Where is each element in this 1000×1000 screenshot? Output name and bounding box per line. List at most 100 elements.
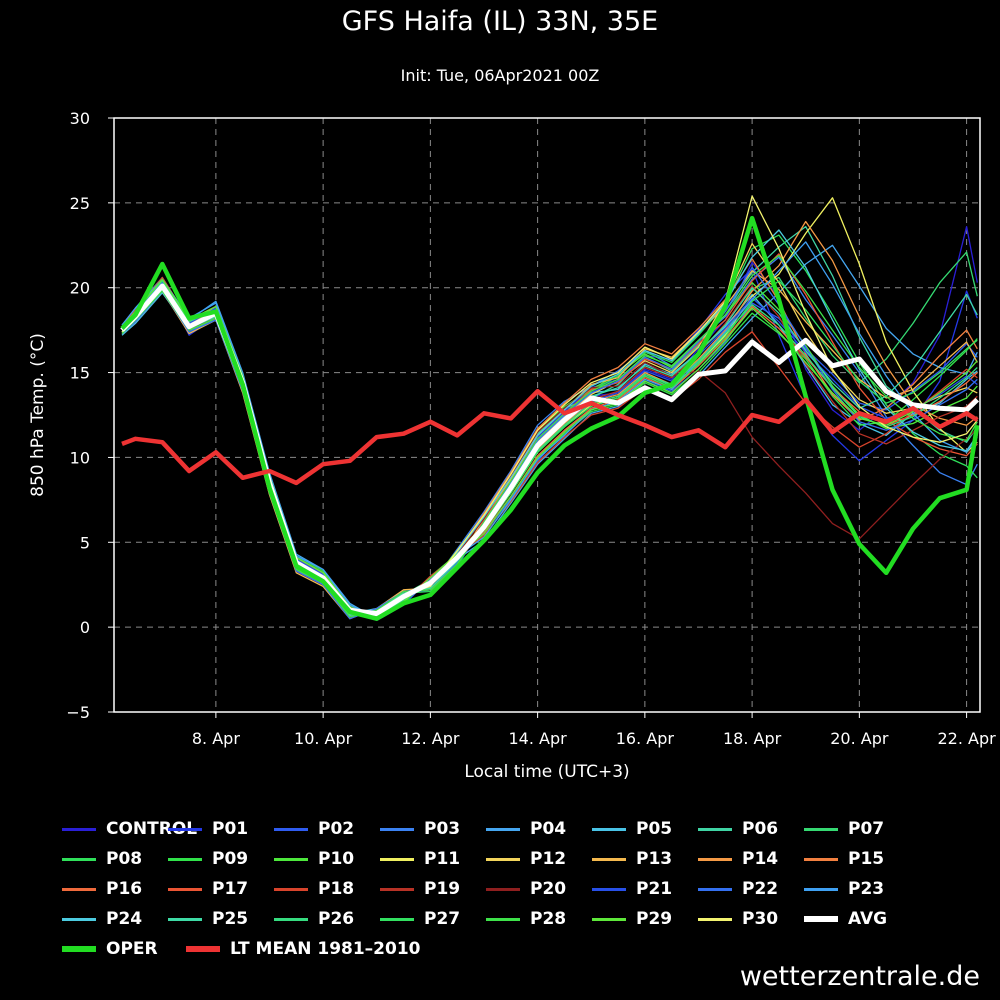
legend-label: P11 [424,849,461,869]
legend-item: P12 [486,847,566,871]
legend-label: LT MEAN 1981–2010 [230,939,421,959]
legend-label: P28 [530,909,567,929]
legend-item: P17 [168,877,248,901]
credit-text: wetterzentrale.de [739,961,980,992]
y-tick-label: 15 [70,364,90,383]
legend-label: CONTROL [106,819,198,839]
legend-item: P23 [804,877,884,901]
x-tick-label: 10. Apr [294,729,353,748]
y-tick-label: 30 [70,109,90,128]
y-tick-label: 10 [70,448,90,467]
legend-label: P05 [636,819,673,839]
legend-swatch [804,827,838,831]
x-axis-label: Local time (UTC+3) [464,762,629,782]
legend-swatch [380,887,414,891]
y-tick-label: −5 [66,703,90,722]
y-tick-label: 25 [70,194,90,213]
y-tick-label: 20 [70,279,90,298]
legend-swatch [804,887,838,891]
legend-swatch [380,827,414,831]
x-tick-label: 14. Apr [509,729,568,748]
legend-label: P23 [848,879,885,899]
legend-swatch [486,827,520,831]
x-tick-label: 18. Apr [723,729,782,748]
legend-label: P07 [848,819,885,839]
legend-swatch [486,887,520,891]
x-tick-label: 16. Apr [616,729,675,748]
x-tick-label: 20. Apr [830,729,889,748]
legend-swatch [592,887,626,891]
x-axis: 8. Apr 10. Apr 12. Apr 14. Apr 16. Apr 18. Ap… [192,712,996,748]
legend-swatch [274,887,308,891]
series-layer [120,195,980,622]
legend-swatch [804,916,838,922]
legend-item: P26 [274,907,354,931]
legend-label: P13 [636,849,673,869]
legend-swatch [698,857,732,861]
x-tick-label: 12. Apr [401,729,460,748]
x-tick-label: 8. Apr [192,729,240,748]
legend-item: P06 [698,817,778,841]
legend-swatch [62,887,96,891]
legend-label: P12 [530,849,567,869]
legend-swatch [168,887,202,891]
legend-item: P25 [168,907,248,931]
y-axis-label: 850 hPa Temp. (°C) [28,333,48,497]
legend-item: P24 [62,907,142,931]
chart-title: GFS Haifa (IL) 33N, 35E [341,6,659,37]
legend-label: P16 [106,879,143,899]
legend-label: P30 [742,909,779,929]
legend-item: P04 [486,817,566,841]
legend-swatch [380,857,414,861]
legend-item: P01 [168,817,248,841]
plot-border [113,117,981,713]
legend-item: P28 [486,907,566,931]
legend-label: P06 [742,819,779,839]
legend-item: LT MEAN 1981–2010 [186,937,421,961]
legend-swatch [698,827,732,831]
legend-item: CONTROL [62,817,197,841]
legend-item: P10 [274,847,354,871]
grid [114,118,980,712]
legend-swatch [168,827,202,831]
legend-swatch [274,827,308,831]
legend-label: P09 [212,849,249,869]
legend-item: AVG [804,907,887,931]
legend-label: AVG [848,909,888,929]
legend-label: P22 [742,879,779,899]
legend-label: P24 [106,909,143,929]
legend-swatch [62,827,96,831]
series-line-oper [120,215,980,621]
legend-item: P27 [380,907,460,931]
legend-swatch [62,917,96,921]
legend-label: P08 [106,849,143,869]
legend-label: P03 [424,819,461,839]
y-tick-label: 5 [80,533,90,552]
legend-item: P18 [274,877,354,901]
legend-label: P27 [424,909,461,929]
legend-label: P26 [318,909,355,929]
legend-swatch [62,946,96,952]
legend-item: P16 [62,877,142,901]
legend-label: P29 [636,909,673,929]
legend-label: P21 [636,879,673,899]
legend-label: OPER [106,939,158,959]
legend-label: P25 [212,909,249,929]
legend-item: P22 [698,877,778,901]
legend-label: P04 [530,819,567,839]
legend-label: P10 [318,849,355,869]
legend-swatch [592,857,626,861]
legend-item: P07 [804,817,884,841]
legend-label: P18 [318,879,355,899]
series-line-lt-mean-1981-2010 [121,388,979,486]
legend-swatch [804,857,838,861]
legend-item: P29 [592,907,672,931]
legend-item: P14 [698,847,778,871]
legend-label: P20 [530,879,567,899]
plot-area [114,118,980,712]
chart-subtitle: Init: Tue, 06Apr2021 00Z [400,66,600,85]
legend-label: P01 [212,819,249,839]
legend-item: P20 [486,877,566,901]
legend-item: P02 [274,817,354,841]
legend-label: P19 [424,879,461,899]
